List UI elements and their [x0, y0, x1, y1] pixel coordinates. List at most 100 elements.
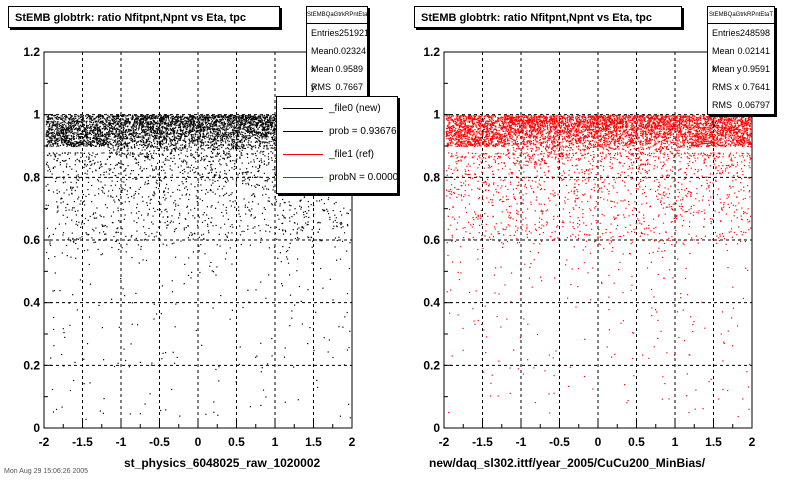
data-point [236, 122, 238, 124]
data-point [227, 128, 229, 130]
data-point [232, 130, 234, 132]
data-point [181, 130, 183, 132]
data-point [200, 119, 202, 121]
data-point [109, 124, 111, 127]
data-point [165, 129, 167, 131]
data-point [231, 144, 233, 146]
data-point [70, 137, 72, 139]
data-point [187, 118, 189, 120]
data-point [261, 136, 263, 138]
data-point [193, 127, 195, 129]
data-point [122, 116, 124, 118]
data-point [153, 130, 156, 132]
data-point [48, 125, 51, 127]
data-point [170, 129, 172, 132]
data-point [212, 122, 214, 124]
data-point [84, 128, 86, 130]
data-point [118, 119, 121, 121]
data-point [145, 141, 147, 143]
data-point [112, 119, 114, 121]
data-point [166, 128, 168, 130]
data-point [123, 115, 125, 117]
data-point [188, 146, 190, 148]
data-point [223, 126, 225, 128]
data-point [187, 120, 189, 122]
data-point [125, 129, 127, 131]
data-point [166, 135, 168, 137]
data-point [54, 117, 56, 119]
data-point [119, 133, 121, 135]
data-point [115, 115, 117, 118]
data-point [108, 130, 110, 132]
data-point [152, 126, 155, 129]
data-point [185, 141, 187, 144]
data-point [52, 118, 54, 120]
data-point [90, 142, 92, 144]
data-point [262, 128, 264, 130]
data-point [62, 130, 64, 132]
data-point [241, 135, 243, 138]
data-point [168, 125, 170, 127]
data-point [132, 116, 134, 118]
data-point [135, 117, 137, 119]
data-point [249, 117, 251, 119]
data-point [182, 122, 184, 125]
data-point [219, 140, 221, 142]
data-point [71, 129, 73, 131]
data-point [77, 116, 79, 118]
data-point [241, 145, 243, 147]
data-point [173, 123, 175, 125]
data-point [207, 141, 209, 143]
data-point [253, 130, 255, 132]
data-point [77, 121, 79, 123]
data-point [125, 143, 127, 145]
data-point [130, 136, 132, 138]
data-point [123, 124, 125, 126]
data-point [67, 135, 69, 138]
data-point [183, 121, 185, 123]
data-point [61, 118, 63, 121]
data-point [151, 144, 153, 146]
data-point [74, 132, 76, 134]
data-point [250, 116, 252, 118]
data-point [148, 121, 150, 123]
data-point [194, 143, 196, 145]
data-point [118, 143, 120, 145]
data-point [263, 134, 265, 136]
data-point [250, 129, 252, 131]
data-point [268, 128, 270, 130]
data-point [237, 122, 239, 124]
data-point [151, 115, 153, 117]
data-point [82, 141, 84, 143]
data-point [246, 131, 249, 133]
data-point [201, 139, 203, 141]
data-point [129, 129, 131, 131]
data-point [205, 115, 207, 117]
data-point [64, 141, 67, 143]
data-point [203, 130, 205, 132]
data-point [65, 137, 67, 139]
data-point [141, 123, 143, 125]
data-point [129, 130, 131, 132]
data-point [72, 124, 74, 127]
data-point [273, 127, 275, 129]
data-point [96, 138, 98, 140]
data-point [238, 115, 240, 117]
data-point [207, 132, 209, 134]
data-point [170, 121, 172, 123]
data-point [75, 127, 77, 129]
data-point [149, 150, 151, 152]
data-point [218, 145, 220, 147]
data-point [173, 121, 175, 123]
data-point [134, 137, 136, 139]
data-point [50, 140, 52, 142]
data-point [231, 131, 233, 133]
data-point [174, 124, 176, 126]
data-point [243, 120, 245, 122]
data-point [252, 133, 254, 135]
data-point [183, 125, 185, 127]
data-point [133, 132, 135, 134]
data-point [153, 131, 155, 133]
data-point [206, 114, 208, 117]
data-point [231, 126, 233, 128]
